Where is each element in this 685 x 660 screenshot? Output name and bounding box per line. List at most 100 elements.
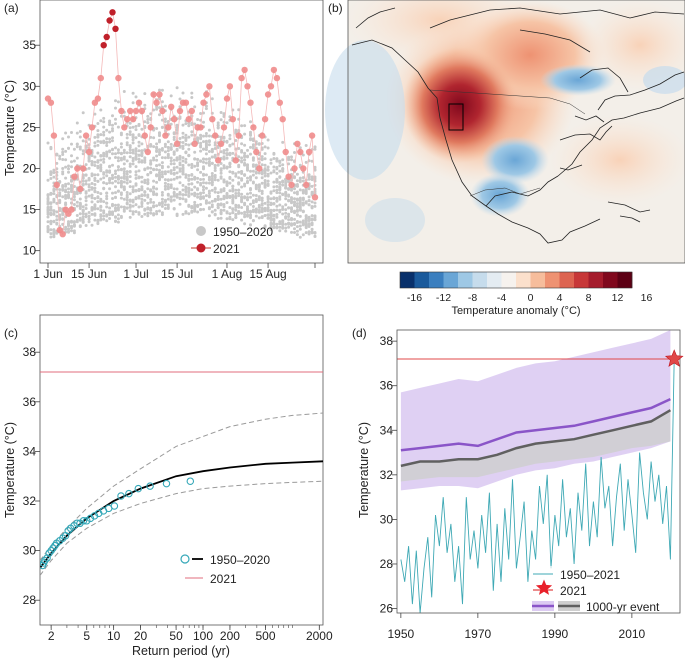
historical-point [257,198,261,202]
historical-point [207,160,211,164]
historical-point [225,166,229,170]
historical-point [231,178,235,182]
historical-point [90,182,94,185]
historical-point [222,151,226,155]
historical-point [158,171,161,175]
historical-point [263,225,267,229]
historical-point [307,232,311,236]
historical-point [134,189,138,192]
historical-point [225,121,229,125]
historical-point [307,219,311,223]
historical-point [196,168,200,172]
historical-point [75,214,79,217]
historical-point [225,217,229,221]
historical-point [266,206,270,210]
historical-point [193,209,197,213]
historical-point [222,149,226,153]
historical-point [269,228,273,232]
historical-point [122,175,126,178]
historical-point [143,103,147,107]
series-2021-point [244,83,251,90]
historical-point [160,147,164,150]
historical-point [187,147,191,151]
historical-point [228,165,232,169]
legend-d-2021-label: 2021 [560,584,587,598]
historical-point [249,120,252,124]
x-tick-label: 2 [48,629,55,643]
historical-point [67,227,70,231]
historical-point [152,108,156,112]
historical-point [163,185,167,189]
historical-point [116,217,120,221]
historical-point [49,191,53,195]
historical-point [58,180,62,183]
historical-point [190,96,194,99]
historical-point [158,140,161,144]
historical-point [46,220,50,224]
historical-point [125,191,129,194]
series-2021-point [74,165,81,172]
historical-point [260,176,264,180]
anomaly-field [325,0,685,242]
series-2021-point [115,74,122,82]
historical-point [128,130,132,134]
historical-point [249,169,252,173]
historical-point [207,191,211,195]
historical-point [190,188,194,192]
colorbar-swatch [617,272,633,288]
historical-point [102,209,106,213]
historical-point [160,175,164,179]
historical-point [210,183,214,187]
historical-point [219,208,223,212]
historical-point [216,123,220,127]
historical-point [131,185,135,189]
colorbar-tick-label: -16 [407,292,422,304]
historical-point [216,204,220,208]
historical-point [93,141,97,145]
historical-point [287,225,291,229]
historical-point [190,192,194,196]
series-2021-point [138,107,146,115]
historical-point [240,124,244,128]
historical-point [257,142,261,146]
historical-point [240,177,244,181]
historical-point [207,134,211,138]
historical-point [184,173,188,177]
historical-point [199,178,203,181]
historical-point [146,193,150,197]
historical-point [298,224,302,228]
historical-point [275,180,279,184]
historical-point [64,182,68,186]
historical-point [301,203,305,206]
historical-point [269,216,273,220]
historical-point [67,135,70,139]
historical-point [78,218,82,222]
historical-point [67,170,70,174]
historical-point [134,176,138,180]
historical-point [295,202,299,206]
historical-point [155,149,159,153]
historical-point [155,158,159,162]
historical-point [246,198,249,202]
historical-point [202,140,205,144]
historical-point [272,222,276,226]
historical-point [272,217,276,221]
fit-curve [40,460,323,569]
series-2021-point [197,124,204,131]
historical-point [278,225,282,229]
historical-point [187,121,191,125]
historical-point [263,168,267,172]
historical-point [163,178,167,182]
historical-point [240,218,244,222]
series-2021-point [68,206,75,213]
historical-point [155,142,159,146]
historical-point [90,196,94,200]
historical-point [172,132,176,136]
historical-point [269,171,273,175]
historical-point [196,137,200,141]
historical-point [128,209,132,213]
historical-point [307,223,311,227]
historical-point [240,206,244,209]
historical-point [251,173,255,177]
